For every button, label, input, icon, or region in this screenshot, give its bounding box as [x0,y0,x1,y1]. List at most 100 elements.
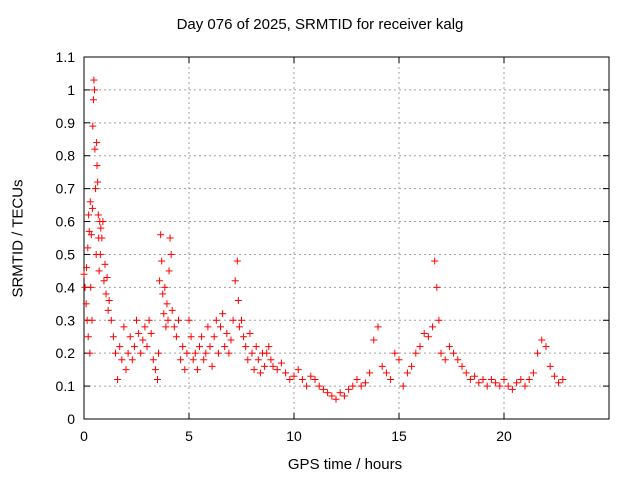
data-point [492,379,500,387]
data-point [187,333,195,341]
data-point [103,273,111,281]
data-point [416,343,424,351]
data-point [214,349,222,357]
data-point [154,376,161,384]
data-point [471,372,479,380]
data-point [395,356,403,364]
data-point [88,316,96,324]
data-point [429,323,437,331]
data-point [231,277,239,285]
data-point [441,356,449,364]
data-point [328,392,336,400]
data-point [412,349,420,357]
data-point [156,277,164,285]
data-point [147,329,155,337]
data-point [298,376,306,384]
data-point [151,366,159,374]
data-point [86,198,94,206]
data-point [193,366,201,374]
data-point [550,372,558,380]
data-point [254,356,262,364]
data-point [92,185,100,193]
data-point [286,376,294,384]
data-point [324,389,332,397]
data-point [263,349,271,357]
data-point [345,385,353,393]
data-point [94,178,102,186]
data-point [160,310,168,318]
data-point [252,343,260,351]
y-tick-label: 0 [67,411,75,427]
data-point [500,376,508,384]
data-point [315,382,323,390]
data-point [403,369,411,377]
data-point [256,369,264,377]
data-point [167,250,175,258]
grid-lines [84,57,609,419]
data-point [357,382,365,390]
y-tick-label: 0.3 [56,312,76,328]
data-point [208,362,216,370]
data-point [175,316,182,324]
y-tick-label: 0.8 [56,148,76,164]
data-point [435,316,443,324]
data-point [164,316,172,324]
data-point [158,257,166,265]
data-point [399,382,407,390]
data-point [508,385,516,393]
data-point [361,379,369,387]
data-point [133,316,140,324]
data-point [378,362,386,370]
data-point [120,323,128,331]
data-point [105,297,113,305]
data-point [366,369,374,377]
y-tick-label: 0.2 [56,345,76,361]
y-tick-label: 0.7 [56,181,76,197]
data-point [462,369,470,377]
data-point [546,362,554,370]
x-tick-label: 15 [391,428,407,444]
data-point [90,76,98,84]
data-point [122,366,130,374]
data-point [261,362,269,370]
data-point [85,211,93,219]
data-point [198,333,206,341]
data-point [95,267,103,275]
data-point [238,316,245,324]
data-point [248,349,256,357]
data-point [221,343,229,351]
data-point [93,162,101,170]
data-point [202,349,210,357]
data-point [240,333,248,341]
data-point [250,366,258,374]
x-tick-label: 0 [80,428,88,444]
data-point [161,283,169,291]
data-point [159,290,167,298]
x-tick-label: 5 [185,428,193,444]
data-point [370,336,378,344]
data-point [521,382,529,390]
data-point [84,333,92,341]
data-point [340,392,348,400]
data-point [124,349,132,357]
data-point [229,316,237,324]
data-point [212,316,220,324]
data-point [475,379,483,387]
data-point [191,349,199,357]
data-point [273,366,281,374]
data-point [374,323,382,331]
data-point [525,376,533,384]
data-point [83,264,91,272]
y-axis-label: SRMTID / TECUs [9,179,27,298]
data-point [82,300,90,308]
data-point [177,356,185,364]
data-point [91,86,98,94]
data-point [282,369,290,377]
data-point [89,96,97,104]
data-point [391,349,399,357]
data-point [87,283,95,291]
data-point [219,310,227,318]
data-point [336,389,344,397]
data-point [128,356,136,364]
data-point [210,333,218,341]
